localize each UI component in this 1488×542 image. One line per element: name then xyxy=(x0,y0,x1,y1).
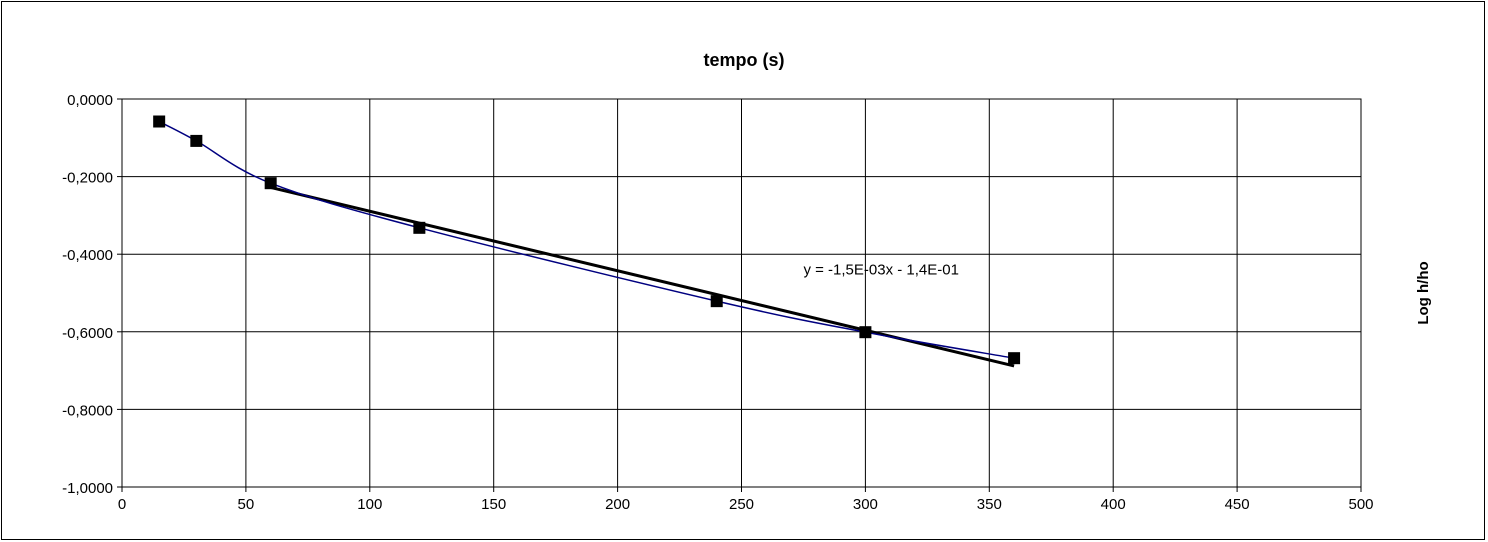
y-tick-label: -1,0000 xyxy=(62,480,113,497)
marker-group xyxy=(153,115,1021,365)
y-tick-label: -0,2000 xyxy=(62,170,113,187)
data-point-marker xyxy=(1008,352,1021,365)
x-tick-label: 500 xyxy=(1348,496,1373,513)
x-tick-label: 450 xyxy=(1225,496,1250,513)
x-tick-label: 300 xyxy=(853,496,878,513)
gridlines xyxy=(122,99,1361,487)
x-tick-label: 250 xyxy=(729,496,754,513)
series-group xyxy=(158,120,1015,359)
x-tick-label: 350 xyxy=(977,496,1002,513)
data-point-marker xyxy=(190,134,203,147)
data-point-marker xyxy=(710,295,723,308)
chart-title: tempo (s) xyxy=(704,50,785,70)
data-point-marker xyxy=(264,177,277,190)
x-tick-label: 150 xyxy=(481,496,506,513)
data-point-marker xyxy=(413,221,426,234)
y-tick-label: -0,6000 xyxy=(62,325,113,342)
y-tick-label: -0,4000 xyxy=(62,247,113,264)
x-tick-label: 0 xyxy=(118,496,126,513)
trendline-equation: y = -1,5E-03x - 1,4E-01 xyxy=(803,262,959,279)
x-tick-label: 50 xyxy=(238,496,255,513)
x-tick-label: 200 xyxy=(605,496,630,513)
x-tick-label: 100 xyxy=(357,496,382,513)
series-line xyxy=(158,120,1015,359)
axes: 0 50 100 150 200 250 300 350 400 450 500 0,0000 -0,2… xyxy=(62,92,1373,513)
y-axis-label: Log h/ho xyxy=(1415,261,1432,324)
x-tick-label: 400 xyxy=(1101,496,1126,513)
y-tick-label: -0,8000 xyxy=(62,402,113,419)
data-point-marker xyxy=(153,115,166,128)
data-point-marker xyxy=(859,326,872,339)
y-tick-label: 0,0000 xyxy=(67,92,113,109)
